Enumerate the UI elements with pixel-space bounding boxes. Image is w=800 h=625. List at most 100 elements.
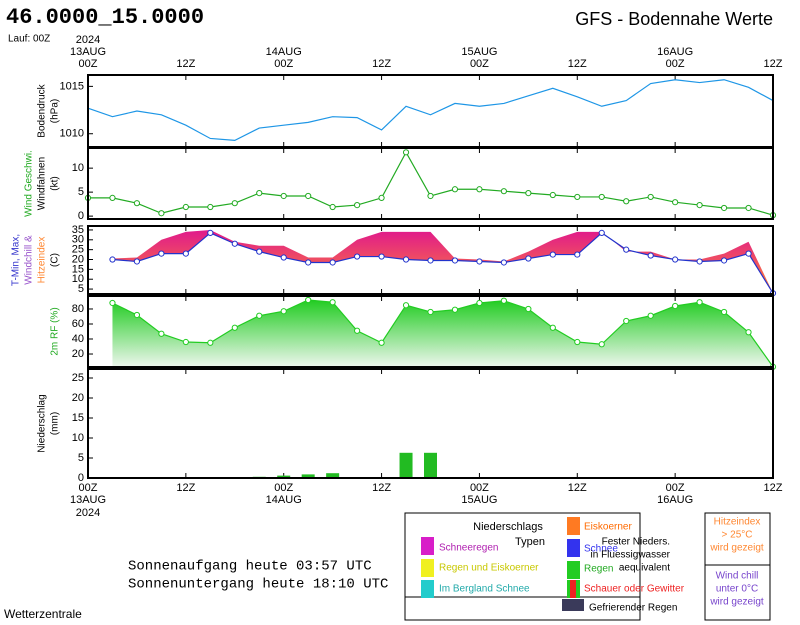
swatch [567, 561, 580, 579]
x-tick-label: 00Z [666, 482, 685, 494]
point [158, 330, 165, 337]
point [231, 240, 238, 247]
point [158, 210, 165, 217]
sunset: Sonnenuntergang heute 18:10 UTC [128, 577, 388, 593]
x-tick-label: 12Z [568, 482, 587, 494]
y-tick-label: 20 [72, 348, 84, 360]
panel-border [87, 225, 774, 295]
x-tick-label: 12Z [372, 58, 391, 70]
point [476, 258, 483, 265]
point [720, 257, 728, 264]
point [525, 255, 532, 262]
point [256, 312, 263, 319]
line [112, 299, 774, 368]
point [574, 251, 581, 258]
panel: Bodendruck (hPa) 1010 1015 [37, 74, 774, 148]
point [647, 312, 654, 319]
point [720, 204, 728, 212]
note: Wind chill [716, 571, 759, 582]
legend-note: aequivalent [619, 563, 670, 574]
point [623, 246, 630, 253]
point [305, 259, 312, 266]
point [182, 203, 189, 211]
x-tick-label: 12Z [176, 482, 195, 494]
footer: Wetterzentrale [4, 607, 82, 621]
point [427, 192, 434, 200]
point [109, 194, 116, 201]
year-label: 2024 [76, 34, 100, 46]
title: GFS - Bodennahe Werte [575, 9, 773, 29]
x-tick-label: 00Z [274, 58, 293, 70]
legend-item: Regen [584, 564, 613, 575]
point [305, 192, 312, 200]
y-axis-label: Hitzeindex [37, 237, 48, 284]
x-tick-label: 00Z [470, 482, 489, 494]
y-axis-label: Niederschlag [37, 394, 48, 452]
note: unter 0°C [716, 584, 758, 595]
x-tick-label: 00Z [274, 482, 293, 494]
year-label: 2024 [76, 507, 100, 519]
point [402, 256, 410, 263]
point [672, 302, 679, 310]
x-tick-label: 12Z [568, 58, 587, 70]
y-tick-label: 40 [72, 333, 84, 345]
y-axis-label: Windchill & [24, 235, 35, 285]
note: > 25°C [722, 530, 753, 541]
y-axis-label: Windfahnen [37, 157, 48, 210]
point [745, 250, 752, 257]
legend-item: Regen und Eiskoerner [439, 563, 539, 574]
y-tick-label: 5 [78, 186, 84, 198]
y-tick-label: 10 [72, 432, 84, 444]
point [280, 254, 287, 261]
swatch [567, 539, 580, 557]
point [231, 324, 238, 331]
point [133, 200, 141, 207]
area [112, 299, 773, 367]
point [745, 204, 752, 212]
x-tick-label: 00Z [470, 58, 489, 70]
point [647, 252, 654, 259]
swatch [570, 580, 576, 598]
legend-title: Typen [515, 536, 545, 548]
y-tick-label: 15 [72, 412, 84, 424]
point [354, 201, 361, 209]
point [158, 250, 165, 257]
point [207, 339, 214, 346]
point [500, 297, 507, 304]
point [133, 311, 141, 319]
point [696, 201, 703, 209]
point [476, 299, 483, 307]
legend-note: Fester Nieders. [602, 537, 670, 548]
point [574, 338, 581, 346]
y-axis-label: 2m RF (%) [50, 307, 61, 355]
legend-item: Eiskoerner [584, 522, 632, 533]
y-axis-label: Wind Geschwi. [24, 150, 35, 217]
date-label: 15AUG [461, 494, 497, 506]
swatch [421, 559, 434, 577]
date-label: 15AUG [461, 46, 497, 58]
y-tick-label: 25 [72, 372, 84, 384]
location: 46.0000_15.0000 [6, 5, 204, 30]
bar [301, 474, 315, 478]
note: Hitzeindex [714, 517, 761, 528]
point [525, 189, 532, 197]
y-tick-label: 5 [78, 283, 84, 295]
legend-note: in Fluessigwasser [591, 550, 671, 561]
point [500, 188, 507, 195]
point [672, 256, 679, 263]
point [378, 339, 385, 346]
x-tick-label: 12Z [372, 482, 391, 494]
x-tick-label: 00Z [79, 58, 98, 70]
x-tick-label: 00Z [666, 58, 685, 70]
point [525, 305, 532, 313]
y-tick-label: 80 [72, 303, 84, 315]
swatch [562, 599, 584, 611]
panel-border [87, 295, 774, 368]
x-tick-label: 12Z [176, 58, 195, 70]
panel: 2m RF (%) 20 40 60 80 [50, 295, 777, 370]
point [451, 306, 459, 313]
date-label: 13AUG [70, 494, 106, 506]
point [672, 199, 679, 206]
point [256, 248, 263, 255]
swatch [421, 580, 434, 598]
